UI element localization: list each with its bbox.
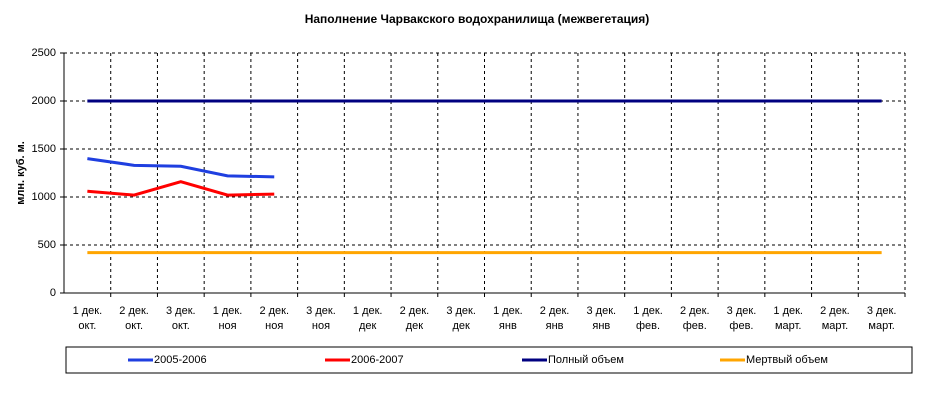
x-tick-label: 1 дек. [633,305,663,317]
series-line [87,157,275,179]
y-axis-label: млн. куб. м. [15,141,27,205]
x-tick-label: 3 дек. [166,305,196,317]
x-tick-label: фев. [683,320,707,332]
x-tick-label: март. [775,320,801,332]
x-tick-label: 3 дек. [727,305,757,317]
x-tick-label: 2 дек. [820,305,850,317]
y-tick-label: 0 [50,287,56,299]
x-tick-label: 1 дек. [213,305,243,317]
x-tick-label: 3 дек. [446,305,476,317]
chart-title: Наполнение Чарвакского водохранилища (ме… [305,12,650,26]
x-tick-label: дек [452,320,470,332]
series-line [87,180,275,197]
x-tick-label: янв [546,320,564,332]
x-tick-label: янв [499,320,517,332]
y-tick-label: 2000 [32,95,56,107]
x-tick-label: 2 дек. [400,305,430,317]
x-tick-label: ноя [312,320,330,332]
x-tick-label: дек [359,320,377,332]
x-tick-label: окт. [172,320,190,332]
y-tick-label: 1000 [32,191,56,203]
y-tick-label: 500 [38,239,56,251]
x-tick-label: 2 дек. [259,305,289,317]
x-tick-label: 1 дек. [493,305,523,317]
y-tick-label: 1500 [32,143,56,155]
x-tick-label: фев. [729,320,753,332]
x-tick-label: 1 дек. [773,305,803,317]
x-tick-label: окт. [125,320,143,332]
x-tick-label: март. [822,320,848,332]
legend-label: 2005-2006 [154,354,207,366]
y-tick-label: 2500 [32,47,56,59]
x-tick-label: 1 дек. [73,305,103,317]
x-tick-label: 1 дек. [353,305,383,317]
legend-label: Мертвый объем [746,354,828,366]
x-tick-label: 2 дек. [119,305,149,317]
legend-label: Полный объем [548,354,624,366]
legend-label: 2006-2007 [351,354,404,366]
x-tick-label: фев. [636,320,660,332]
x-tick-label: ноя [218,320,236,332]
x-tick-label: 2 дек. [540,305,570,317]
x-tick-label: 3 дек. [306,305,336,317]
legend-box [65,346,913,374]
x-tick-label: янв [592,320,610,332]
x-tick-label: 2 дек. [680,305,710,317]
x-tick-label: дек [406,320,424,332]
x-tick-label: окт. [78,320,96,332]
x-tick-label: 3 дек. [867,305,897,317]
x-tick-label: ноя [265,320,283,332]
x-tick-label: 3 дек. [587,305,617,317]
x-tick-label: март. [868,320,894,332]
